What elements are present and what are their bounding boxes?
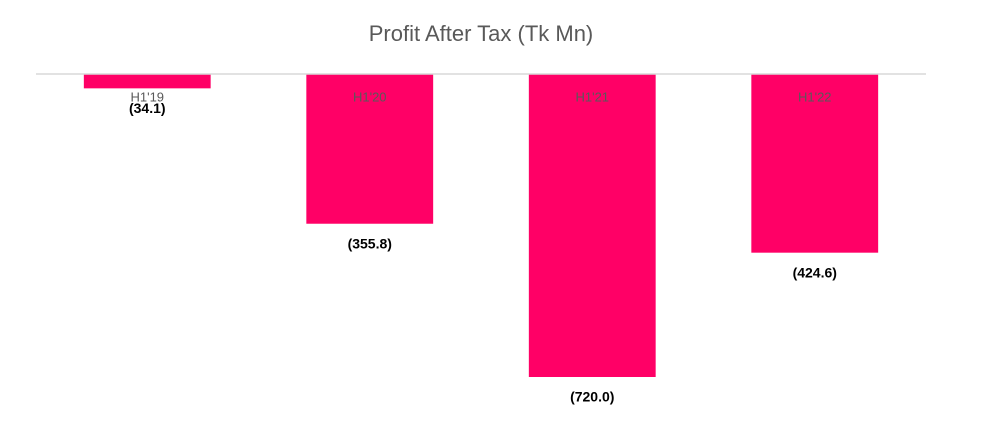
x-tick-label: H1'19	[130, 89, 164, 104]
bar	[528, 74, 656, 377]
x-tick-label: H1'21	[575, 89, 609, 104]
x-tick-label: H1'22	[798, 89, 832, 104]
x-tick-label: H1'20	[353, 89, 387, 104]
value-label: (34.1)	[129, 100, 166, 116]
value-label: (355.8)	[348, 235, 392, 251]
bar	[83, 74, 211, 89]
value-label: (424.6)	[793, 264, 837, 280]
bar	[306, 74, 434, 224]
value-label: (720.0)	[570, 389, 614, 405]
chart-title: Profit After Tax (Tk Mn)	[369, 21, 594, 46]
bar	[751, 74, 879, 253]
